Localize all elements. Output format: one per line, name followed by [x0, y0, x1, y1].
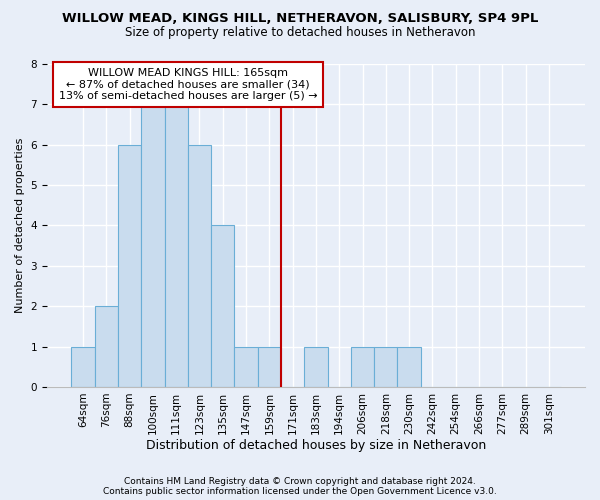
X-axis label: Distribution of detached houses by size in Netheravon: Distribution of detached houses by size …: [146, 440, 486, 452]
Bar: [304, 346, 328, 387]
Bar: [351, 346, 374, 387]
Bar: [188, 144, 211, 387]
Text: Size of property relative to detached houses in Netheravon: Size of property relative to detached ho…: [125, 26, 475, 39]
Bar: [95, 306, 118, 387]
Bar: [164, 104, 188, 387]
Bar: [235, 346, 258, 387]
Bar: [141, 104, 164, 387]
Bar: [71, 346, 95, 387]
Bar: [397, 346, 421, 387]
Text: WILLOW MEAD, KINGS HILL, NETHERAVON, SALISBURY, SP4 9PL: WILLOW MEAD, KINGS HILL, NETHERAVON, SAL…: [62, 12, 538, 25]
Bar: [118, 144, 141, 387]
Text: Contains public sector information licensed under the Open Government Licence v3: Contains public sector information licen…: [103, 487, 497, 496]
Y-axis label: Number of detached properties: Number of detached properties: [15, 138, 25, 313]
Text: WILLOW MEAD KINGS HILL: 165sqm
← 87% of detached houses are smaller (34)
13% of : WILLOW MEAD KINGS HILL: 165sqm ← 87% of …: [59, 68, 317, 101]
Bar: [374, 346, 397, 387]
Bar: [258, 346, 281, 387]
Bar: [211, 226, 235, 387]
Text: Contains HM Land Registry data © Crown copyright and database right 2024.: Contains HM Land Registry data © Crown c…: [124, 477, 476, 486]
